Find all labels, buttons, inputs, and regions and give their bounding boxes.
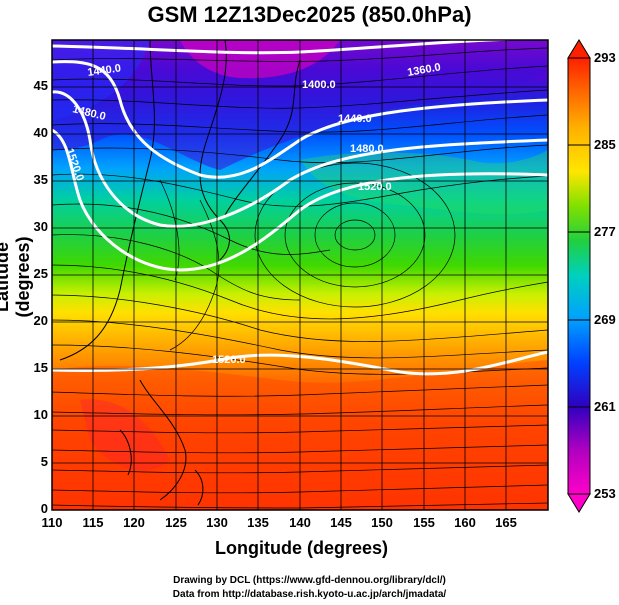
x-tick-label: 110 — [41, 515, 63, 530]
colorbar-label: 261 — [594, 399, 616, 414]
colorbar-label: 269 — [594, 312, 616, 327]
contour-label: 1360.0 — [406, 61, 441, 79]
colorbar — [567, 39, 591, 513]
x-tick-label: 155 — [413, 515, 435, 530]
x-tick-label: 160 — [454, 515, 476, 530]
x-tick-label: 150 — [371, 515, 393, 530]
contour-label: 1480.0 — [350, 143, 384, 155]
contour-label: 1440.0 — [338, 113, 372, 125]
contour-label: 1440.0 — [87, 62, 122, 79]
y-tick-label: 10 — [33, 407, 48, 422]
contour-label: 1520.0 — [212, 354, 246, 366]
y-tick-label: 35 — [33, 172, 48, 187]
y-tick-label: 15 — [33, 360, 48, 375]
y-tick-label: 30 — [33, 219, 48, 234]
contour-label: 1400.0 — [302, 79, 336, 91]
y-tick-label: 45 — [33, 78, 48, 93]
colorbar-label: 277 — [594, 224, 616, 239]
credit-data-source: Data from http://database.rish.kyoto-u.a… — [172, 589, 447, 600]
y-tick-label: 5 — [40, 454, 48, 469]
colorbar-label: 293 — [594, 50, 616, 65]
x-tick-label: 135 — [247, 515, 269, 530]
x-tick-label: 145 — [330, 515, 352, 530]
colorbar-max-arrow — [567, 39, 591, 59]
y-tick-label: 0 — [40, 501, 48, 516]
x-tick-label: 125 — [165, 515, 187, 530]
x-tick-label: 140 — [289, 515, 311, 530]
plot-frame — [51, 39, 549, 511]
x-axis-label: Longitude (degrees) — [0, 538, 619, 559]
map-title: GSM 12Z13Dec2025 (850.0hPa) — [147, 2, 472, 27]
y-tick-label: 25 — [33, 266, 48, 281]
x-tick-label: 115 — [82, 515, 104, 530]
credit-drawing: Drawing by DCL (https://www.gfd-dennou.o… — [173, 575, 446, 586]
grid — [52, 40, 548, 511]
contour-label: 1520.0 — [358, 181, 392, 193]
x-tick-label: 130 — [206, 515, 228, 530]
colorbar-min-arrow — [567, 493, 591, 513]
colorbar-label: 285 — [594, 137, 616, 152]
x-tick-label: 165 — [495, 515, 517, 530]
colorbar-label: 253 — [594, 486, 616, 501]
y-tick-label: 40 — [33, 125, 48, 140]
y-tick-label: 20 — [33, 313, 48, 328]
x-axis-label-text: Longitude (degrees) — [214, 538, 388, 558]
x-tick-label: 120 — [123, 515, 145, 530]
